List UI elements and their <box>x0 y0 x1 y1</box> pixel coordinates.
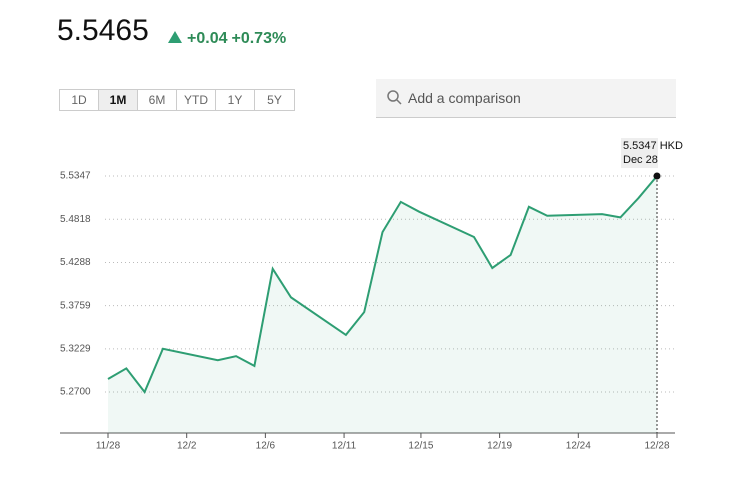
x-tick-label: 12/6 <box>256 441 276 452</box>
range-button[interactable]: YTD <box>177 90 216 110</box>
range-button[interactable]: 1Y <box>216 90 255 110</box>
tooltip-date: Dec 28 <box>623 154 658 166</box>
change: +0.04 <box>187 30 228 47</box>
y-tick-label: 5.3759 <box>60 300 91 311</box>
area <box>108 176 657 433</box>
y-tick-label: 5.4818 <box>60 214 91 225</box>
up-arrow <box>168 31 182 43</box>
x-tick-label: 12/24 <box>566 441 591 452</box>
line <box>107 175 658 394</box>
x-tick-label: 12/28 <box>644 441 669 452</box>
change-percent: +0.73% <box>231 30 287 47</box>
y-tick-label: 5.2700 <box>60 387 91 398</box>
range-button[interactable]: 1M <box>99 90 138 110</box>
change-row: +0.04 +0.73% <box>168 30 290 48</box>
y-tick-label: 5.4288 <box>60 257 91 268</box>
range-button[interactable]: 1D <box>60 90 99 110</box>
x-tick-label: 12/19 <box>487 441 512 452</box>
search-box[interactable]: Add a comparison <box>376 79 676 118</box>
x-tick-label: 12/15 <box>408 441 433 452</box>
tooltip-bg <box>621 138 658 169</box>
tooltip-value: 5.5347 HKD <box>623 140 683 152</box>
price: 5.5465 <box>57 14 149 47</box>
x-tick-label: 12/11 <box>332 441 357 452</box>
x-tick-label: 12/2 <box>177 441 197 452</box>
search-placeholder: Add a comparison <box>408 90 521 106</box>
range-button[interactable]: 6M <box>138 90 177 110</box>
end-point <box>653 172 661 180</box>
range-buttons: 1D 1M 6M YTD 1Y 5Y <box>59 89 295 111</box>
y-tick-label: 5.3229 <box>60 344 91 355</box>
search-icon <box>387 90 402 105</box>
y-tick-label: 5.5347 <box>60 171 91 182</box>
range-button[interactable]: 5Y <box>267 93 282 107</box>
x-tick-label: 11/28 <box>96 441 121 452</box>
